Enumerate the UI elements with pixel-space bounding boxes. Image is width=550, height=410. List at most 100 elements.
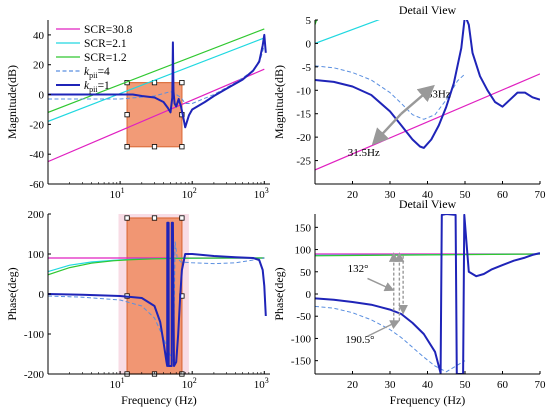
- x-tick-exponent: 3: [265, 376, 269, 385]
- x-tick-exponent: 2: [193, 186, 197, 195]
- x-tick-exponent: 1: [121, 186, 125, 195]
- y-tick-label: 0: [39, 90, 45, 102]
- x-tick-label: 101: [110, 186, 125, 201]
- series-line-kpii1: [315, 214, 540, 374]
- x-tick-exponent: 2: [193, 376, 197, 385]
- y-axis-label: Magnitude(dB): [272, 65, 286, 139]
- x-tick-label: 60: [497, 379, 509, 391]
- y-tick-label: -25: [296, 156, 311, 168]
- series-line-scr30: [315, 73, 540, 171]
- series-line-scr21: [315, 20, 380, 44]
- legend-var: k: [84, 80, 90, 92]
- panel-title: Detail View: [399, 3, 457, 17]
- x-tick-label: 40: [422, 379, 434, 391]
- panel-p4: -150 -100 -50 0 50 100 150 20 30 40 50 60 70 Detail V…: [272, 197, 546, 407]
- y-tick-label: 5: [306, 15, 312, 27]
- x-tick-label: 60: [497, 189, 509, 201]
- series-line-kpii4: [315, 305, 466, 373]
- panel-p2: -25 -20 -15 -10 -5 0 5 20 30 40 50 60 70 Detail View M…: [272, 3, 546, 201]
- annotation-arrow: [367, 320, 401, 337]
- y-tick-label: 150: [295, 222, 312, 234]
- y-tick-label: -50: [296, 311, 311, 323]
- y-tick-label: -60: [29, 179, 44, 191]
- y-tick-label: -200: [24, 369, 45, 381]
- x-tick-label: 102: [182, 186, 197, 201]
- series-line-scr12: [48, 257, 265, 276]
- legend-suffix: =4: [98, 66, 110, 78]
- legend-label: SCR=1.2: [84, 52, 127, 64]
- y-axis-label: Phase(deg): [272, 267, 286, 320]
- x-axis-label: Frequency (Hz): [390, 393, 466, 407]
- y-tick-label: 20: [33, 60, 45, 72]
- series-line-scr12: [315, 253, 540, 257]
- x-tick-label: 30: [385, 189, 397, 201]
- y-tick-label: -5: [302, 62, 312, 74]
- legend-suffix: =1: [98, 80, 110, 92]
- series-line-kpii4: [48, 45, 265, 104]
- legend-var: k: [84, 66, 90, 78]
- series-line-kpii1: [315, 20, 540, 149]
- x-tick-label: 50: [460, 189, 472, 201]
- x-tick-label: 103: [254, 186, 269, 201]
- y-tick-label: -100: [24, 329, 45, 341]
- x-tick-label: 40: [422, 189, 434, 201]
- legend-label: SCR=30.8: [84, 24, 133, 36]
- x-tick-label: 70: [535, 379, 547, 391]
- x-tick-label: 103: [254, 376, 269, 391]
- series-line-kpii1: [48, 221, 267, 367]
- y-tick-label: -20: [29, 119, 44, 131]
- panel-title: Detail View: [399, 197, 457, 211]
- legend-sub: pii: [89, 71, 98, 80]
- legend-sub: pii: [89, 85, 98, 94]
- resize-handle[interactable]: [124, 144, 130, 150]
- legend-label: SCR=2.1: [84, 38, 127, 50]
- resize-handle[interactable]: [179, 144, 185, 150]
- resize-handle[interactable]: [124, 215, 130, 221]
- y-tick-label: -10: [296, 85, 311, 97]
- resize-handle[interactable]: [151, 144, 158, 150]
- x-tick-label: 102: [182, 376, 197, 391]
- y-tick-label: 200: [28, 209, 45, 221]
- series-line-kpii1: [48, 33, 267, 129]
- legend-label: kpii=1: [84, 80, 110, 94]
- annotation-arrow: [367, 277, 395, 292]
- y-axis-label: Phase(deg): [5, 267, 19, 320]
- y-tick-label: -20: [296, 132, 311, 144]
- resize-handle[interactable]: [179, 215, 185, 221]
- x-axis-label: Frequency (Hz): [121, 393, 197, 407]
- y-tick-label: -150: [291, 356, 312, 368]
- y-tick-label: 0: [306, 38, 312, 50]
- annotation-label: 190.5°: [345, 334, 374, 346]
- series-line-scr21: [48, 37, 265, 122]
- annotation-arrow: [400, 84, 435, 115]
- y-tick-label: 40: [33, 30, 45, 42]
- y-axis-label: Magnitude(dB): [5, 65, 19, 139]
- annotation-label: 31.5Hz: [348, 147, 380, 159]
- series-line-scr30: [48, 68, 265, 163]
- resize-handle[interactable]: [151, 215, 158, 221]
- y-tick-label: -100: [291, 333, 312, 345]
- x-tick-exponent: 1: [121, 376, 125, 385]
- x-tick-label: 30: [385, 379, 397, 391]
- y-tick-label: 100: [295, 245, 312, 257]
- panel-p3: -200 -100 0 100 200 101 102 103 Frequency (Hz) Ph…: [5, 209, 270, 407]
- x-tick-label: 101: [110, 376, 125, 391]
- y-tick-label: -15: [296, 109, 311, 121]
- x-tick-exponent: 3: [265, 186, 269, 195]
- annotation-arrow: [371, 112, 403, 146]
- annotation-label: 132°: [348, 263, 369, 275]
- y-tick-label: 0: [39, 289, 45, 301]
- y-tick-label: -40: [29, 149, 44, 161]
- series-line-kpii4: [48, 241, 265, 363]
- x-tick-label: 20: [347, 189, 359, 201]
- resize-handle[interactable]: [179, 80, 185, 86]
- x-tick-label: 70: [535, 189, 547, 201]
- y-tick-label: 50: [300, 267, 312, 279]
- y-tick-label: 0: [306, 289, 312, 301]
- legend-label: kpii=4: [84, 66, 110, 80]
- resize-handle[interactable]: [124, 112, 130, 118]
- x-tick-label: 20: [347, 379, 359, 391]
- series-line-scr12: [48, 28, 265, 113]
- y-tick-label: 100: [28, 249, 45, 261]
